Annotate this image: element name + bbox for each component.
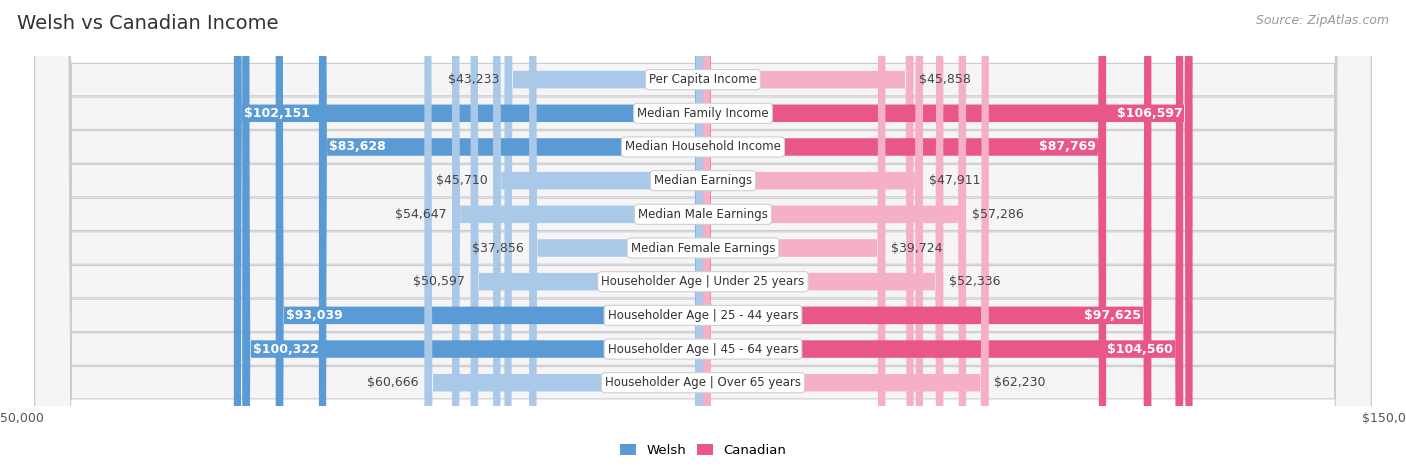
Text: Median Female Earnings: Median Female Earnings [631,241,775,255]
FancyBboxPatch shape [233,0,703,467]
Text: $45,710: $45,710 [436,174,488,187]
FancyBboxPatch shape [35,0,1371,467]
Text: $87,769: $87,769 [1039,141,1095,154]
Text: $83,628: $83,628 [329,141,387,154]
FancyBboxPatch shape [494,0,703,467]
Text: Per Capita Income: Per Capita Income [650,73,756,86]
Text: $106,597: $106,597 [1116,107,1182,120]
Text: $104,560: $104,560 [1107,342,1173,355]
FancyBboxPatch shape [703,0,914,467]
FancyBboxPatch shape [35,0,1371,467]
FancyBboxPatch shape [35,0,1371,467]
FancyBboxPatch shape [242,0,703,467]
Text: $60,666: $60,666 [367,376,419,389]
Text: $47,911: $47,911 [928,174,980,187]
Text: Householder Age | Under 25 years: Householder Age | Under 25 years [602,275,804,288]
FancyBboxPatch shape [703,0,924,467]
Text: $43,233: $43,233 [447,73,499,86]
FancyBboxPatch shape [451,0,703,467]
Text: $37,856: $37,856 [472,241,523,255]
Text: $45,858: $45,858 [920,73,972,86]
Text: $52,336: $52,336 [949,275,1001,288]
Text: Welsh vs Canadian Income: Welsh vs Canadian Income [17,14,278,33]
Text: $62,230: $62,230 [994,376,1046,389]
Legend: Welsh, Canadian: Welsh, Canadian [614,439,792,463]
Text: $54,647: $54,647 [395,208,447,221]
FancyBboxPatch shape [703,0,1184,467]
FancyBboxPatch shape [35,0,1371,467]
Text: Source: ZipAtlas.com: Source: ZipAtlas.com [1256,14,1389,27]
FancyBboxPatch shape [35,0,1371,467]
Text: Median Family Income: Median Family Income [637,107,769,120]
Text: $39,724: $39,724 [891,241,942,255]
FancyBboxPatch shape [35,0,1371,467]
FancyBboxPatch shape [703,0,943,467]
FancyBboxPatch shape [276,0,703,467]
Text: $100,322: $100,322 [253,342,318,355]
FancyBboxPatch shape [35,0,1371,467]
FancyBboxPatch shape [505,0,703,467]
FancyBboxPatch shape [703,0,1192,467]
Text: Householder Age | Over 65 years: Householder Age | Over 65 years [605,376,801,389]
Text: Median Earnings: Median Earnings [654,174,752,187]
Text: $57,286: $57,286 [972,208,1024,221]
FancyBboxPatch shape [35,0,1371,467]
Text: $102,151: $102,151 [245,107,311,120]
FancyBboxPatch shape [35,0,1371,467]
Text: Householder Age | 25 - 44 years: Householder Age | 25 - 44 years [607,309,799,322]
FancyBboxPatch shape [703,0,988,467]
FancyBboxPatch shape [703,0,1107,467]
FancyBboxPatch shape [529,0,703,467]
FancyBboxPatch shape [425,0,703,467]
FancyBboxPatch shape [471,0,703,467]
Text: $50,597: $50,597 [413,275,465,288]
FancyBboxPatch shape [319,0,703,467]
FancyBboxPatch shape [703,0,966,467]
Text: Median Household Income: Median Household Income [626,141,780,154]
FancyBboxPatch shape [703,0,1152,467]
FancyBboxPatch shape [703,0,886,467]
Text: Householder Age | 45 - 64 years: Householder Age | 45 - 64 years [607,342,799,355]
FancyBboxPatch shape [35,0,1371,467]
Text: $93,039: $93,039 [285,309,343,322]
Text: Median Male Earnings: Median Male Earnings [638,208,768,221]
Text: $97,625: $97,625 [1084,309,1142,322]
